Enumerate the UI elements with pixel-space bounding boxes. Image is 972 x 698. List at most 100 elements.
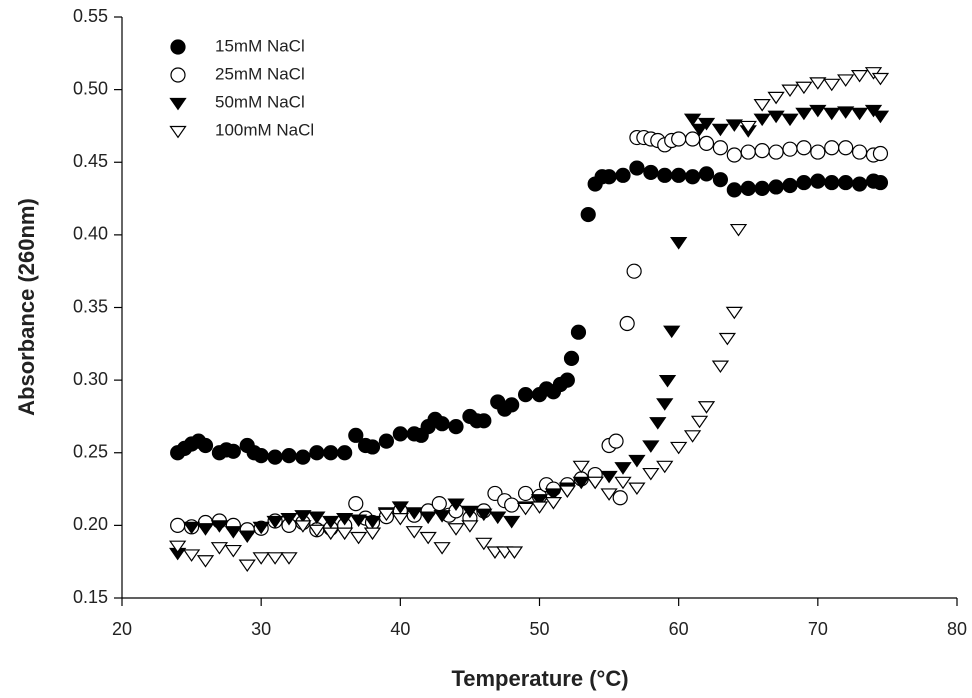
- data-point: [364, 439, 381, 455]
- data-point: [796, 140, 812, 156]
- data-point: [767, 110, 785, 124]
- legend-marker: [169, 97, 187, 111]
- data-point: [768, 144, 784, 160]
- data-point: [563, 350, 580, 366]
- data-point: [505, 546, 524, 559]
- data-point: [238, 530, 256, 543]
- data-point: [308, 511, 326, 525]
- data-point: [503, 515, 521, 529]
- data-point: [670, 441, 688, 455]
- data-point: [657, 167, 673, 183]
- data-point: [626, 263, 642, 279]
- y-tick-label: 0.55: [73, 6, 108, 26]
- data-point: [642, 440, 660, 453]
- data-point: [322, 515, 340, 529]
- x-tick-label: 40: [390, 619, 410, 639]
- data-point: [810, 173, 826, 189]
- data-point: [266, 515, 284, 529]
- data-point: [768, 179, 784, 195]
- data-point: [614, 462, 632, 475]
- data-point: [559, 372, 575, 388]
- data-point: [322, 527, 340, 541]
- data-point: [572, 476, 590, 490]
- data-point: [197, 437, 214, 454]
- data-point: [600, 470, 618, 484]
- data-point: [718, 332, 737, 346]
- data-point: [810, 144, 826, 160]
- data-point: [461, 520, 479, 533]
- y-tick-label: 0.30: [73, 369, 108, 389]
- data-point: [336, 527, 354, 541]
- data-point: [224, 526, 242, 539]
- x-tick-label: 60: [669, 619, 689, 639]
- y-tick-label: 0.50: [73, 78, 108, 98]
- data-point: [781, 84, 799, 98]
- data-point: [210, 520, 229, 533]
- data-point: [612, 490, 628, 506]
- data-point: [224, 544, 242, 558]
- data-point: [447, 523, 465, 536]
- y-tick-label: 0.45: [73, 151, 108, 171]
- data-point: [872, 174, 889, 191]
- data-point: [824, 174, 840, 191]
- data-point: [809, 104, 827, 118]
- data-point: [349, 531, 368, 545]
- data-point: [323, 445, 339, 461]
- data-point: [475, 508, 493, 522]
- data-point: [405, 507, 423, 520]
- data-point: [809, 77, 827, 90]
- data-point: [280, 513, 298, 526]
- data-point: [253, 448, 269, 464]
- data-point: [629, 160, 645, 176]
- y-tick-label: 0.20: [73, 514, 108, 534]
- data-point: [781, 113, 799, 127]
- data-point: [725, 306, 743, 320]
- x-tick-label: 50: [529, 619, 549, 639]
- data-point: [753, 113, 771, 127]
- data-point: [754, 143, 770, 159]
- data-point: [419, 511, 437, 525]
- legend-marker: [169, 125, 187, 139]
- legend-marker: [170, 39, 186, 55]
- data-point: [475, 537, 493, 551]
- x-axis-title: Temperature (°C): [451, 666, 628, 691]
- data-point: [210, 542, 229, 555]
- data-point: [530, 494, 549, 507]
- data-point: [726, 182, 742, 198]
- data-point: [182, 549, 201, 562]
- data-point: [391, 513, 409, 526]
- data-point: [572, 460, 590, 474]
- data-point: [170, 517, 186, 533]
- data-point: [558, 485, 576, 498]
- data-point: [252, 552, 270, 565]
- data-point: [608, 433, 624, 449]
- data-point: [280, 552, 298, 565]
- data-point: [712, 140, 729, 156]
- data-point: [698, 135, 715, 151]
- y-tick-label: 0.35: [73, 296, 108, 316]
- legend-marker: [170, 67, 186, 83]
- data-point: [308, 524, 326, 538]
- data-point: [614, 476, 632, 490]
- data-point: [729, 223, 748, 237]
- data-point: [656, 460, 674, 474]
- data-point: [489, 511, 507, 525]
- x-tick-label: 30: [251, 619, 271, 639]
- data-point: [872, 145, 889, 162]
- data-point: [433, 542, 451, 555]
- y-axis-title: Absorbance (260nm): [14, 198, 39, 416]
- data-point: [447, 498, 465, 512]
- data-point: [405, 526, 423, 539]
- data-point: [643, 164, 659, 181]
- data-point: [871, 72, 890, 86]
- data-point: [378, 433, 395, 449]
- data-point: [600, 488, 618, 501]
- data-point: [824, 140, 840, 156]
- data-point: [670, 237, 688, 250]
- data-point: [238, 559, 256, 573]
- data-point: [363, 515, 382, 529]
- x-tick-label: 80: [947, 619, 967, 639]
- data-point: [726, 147, 742, 163]
- x-tick-label: 20: [112, 619, 132, 639]
